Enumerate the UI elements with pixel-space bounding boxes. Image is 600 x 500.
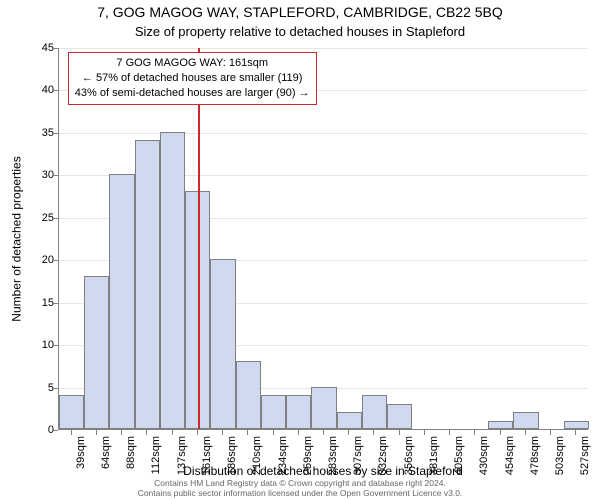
chart-title: 7, GOG MAGOG WAY, STAPLEFORD, CAMBRIDGE,… xyxy=(0,4,600,20)
y-tick-label: 10 xyxy=(24,339,54,351)
histogram-bar xyxy=(387,404,412,429)
histogram-bar xyxy=(210,259,235,429)
x-tick-mark xyxy=(273,430,274,435)
x-tick-mark xyxy=(197,430,198,435)
license-text: Contains HM Land Registry data © Crown c… xyxy=(0,478,600,498)
x-tick-mark xyxy=(424,430,425,435)
x-tick-mark xyxy=(298,430,299,435)
histogram-bar xyxy=(160,132,185,429)
histogram-bar xyxy=(135,140,160,429)
chart-container: 7, GOG MAGOG WAY, STAPLEFORD, CAMBRIDGE,… xyxy=(0,0,600,500)
histogram-bar xyxy=(59,395,84,429)
annotation-line: ← 57% of detached houses are smaller (11… xyxy=(75,71,310,86)
histogram-bar xyxy=(261,395,286,429)
x-tick-mark xyxy=(449,430,450,435)
x-tick-mark xyxy=(96,430,97,435)
histogram-bar xyxy=(109,174,134,429)
x-tick-mark xyxy=(550,430,551,435)
y-axis-title: Number of detached properties xyxy=(10,48,24,430)
x-tick-mark xyxy=(373,430,374,435)
x-tick-mark xyxy=(399,430,400,435)
y-tick-label: 45 xyxy=(24,42,54,54)
gridline xyxy=(59,133,588,134)
plot-area: 7 GOG MAGOG WAY: 161sqm← 57% of detached… xyxy=(58,48,588,430)
y-tick-label: 0 xyxy=(24,424,54,436)
histogram-bar xyxy=(84,276,109,429)
property-marker-line xyxy=(198,48,200,429)
y-tick-label: 15 xyxy=(24,297,54,309)
x-tick-mark xyxy=(500,430,501,435)
x-tick-mark xyxy=(247,430,248,435)
x-tick-mark xyxy=(172,430,173,435)
y-tick-label: 5 xyxy=(24,382,54,394)
x-axis-title: Distribution of detached houses by size … xyxy=(58,464,588,478)
x-tick-mark xyxy=(71,430,72,435)
histogram-bar xyxy=(236,361,261,429)
y-tick-label: 40 xyxy=(24,84,54,96)
x-tick-mark xyxy=(348,430,349,435)
y-tick-label: 35 xyxy=(24,127,54,139)
histogram-bar xyxy=(337,412,362,429)
histogram-bar xyxy=(488,421,513,429)
annotation-line: 7 GOG MAGOG WAY: 161sqm xyxy=(75,56,310,71)
histogram-bar xyxy=(513,412,538,429)
y-tick-mark xyxy=(53,430,58,431)
chart-subtitle: Size of property relative to detached ho… xyxy=(0,24,600,39)
x-tick-mark xyxy=(323,430,324,435)
x-tick-mark xyxy=(222,430,223,435)
annotation-box: 7 GOG MAGOG WAY: 161sqm← 57% of detached… xyxy=(68,52,317,105)
x-tick-mark xyxy=(121,430,122,435)
x-tick-mark xyxy=(146,430,147,435)
histogram-bar xyxy=(564,421,589,429)
histogram-bar xyxy=(286,395,311,429)
y-tick-label: 30 xyxy=(24,169,54,181)
gridline xyxy=(59,48,588,49)
y-tick-label: 20 xyxy=(24,254,54,266)
x-tick-mark xyxy=(575,430,576,435)
annotation-line: 43% of semi-detached houses are larger (… xyxy=(75,86,310,101)
x-tick-mark xyxy=(474,430,475,435)
histogram-bar xyxy=(362,395,387,429)
x-tick-mark xyxy=(525,430,526,435)
y-tick-label: 25 xyxy=(24,212,54,224)
histogram-bar xyxy=(311,387,336,429)
